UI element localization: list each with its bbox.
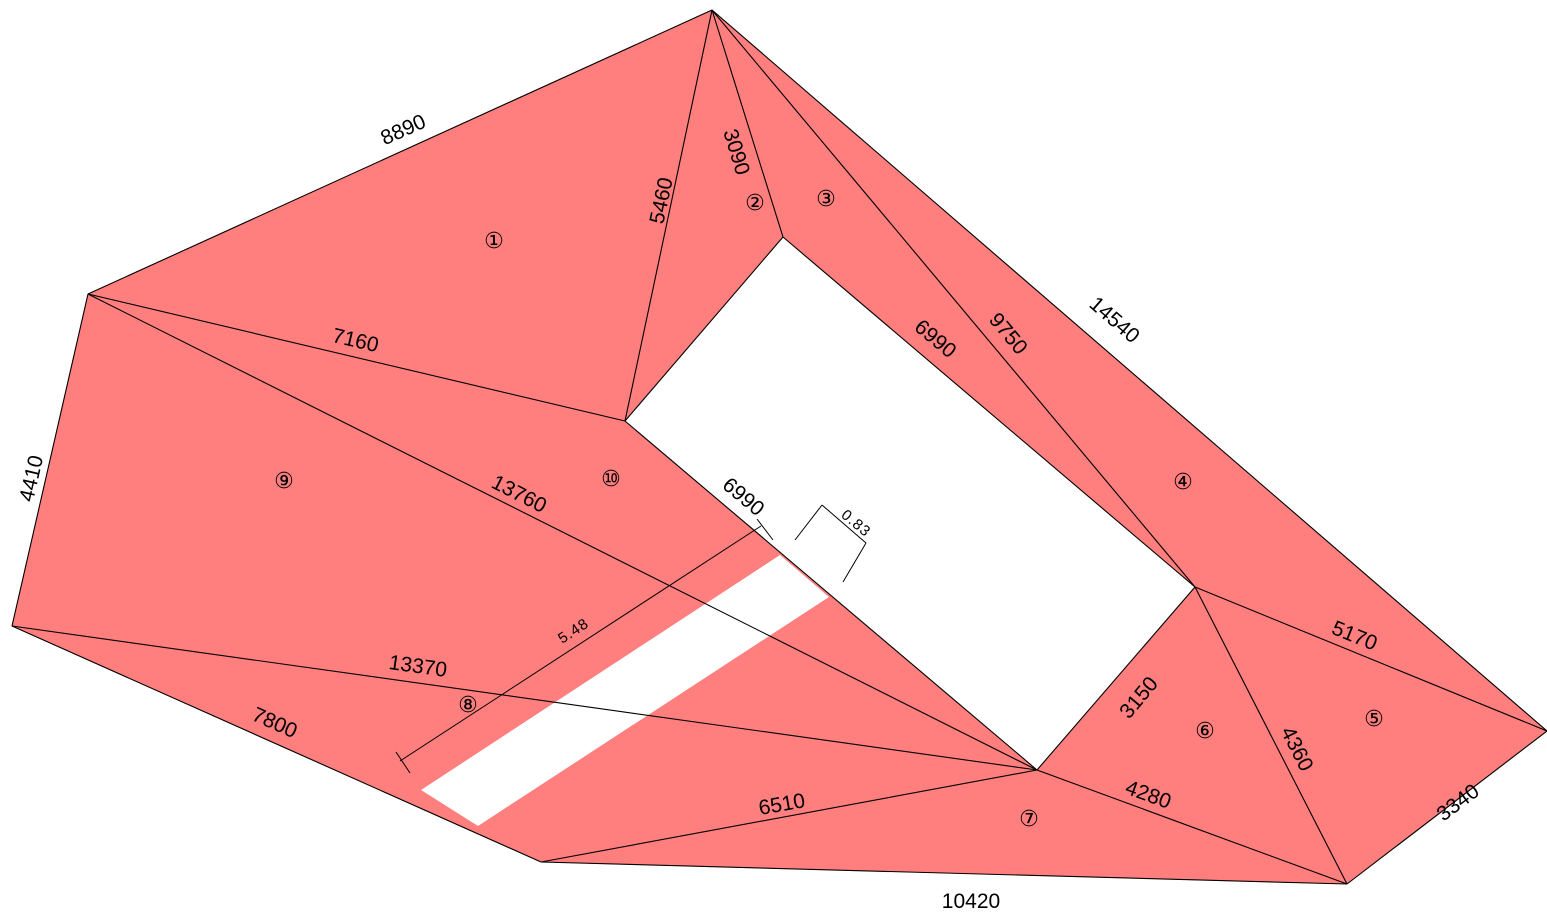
edge-inner-top-left xyxy=(624,236,784,422)
region-label-7: ⑦ xyxy=(1019,807,1039,832)
edge-4280 xyxy=(1036,769,1348,885)
dimension-markers xyxy=(395,504,867,774)
edge-10420 xyxy=(540,861,1348,885)
edge-13370 xyxy=(11,625,1038,771)
edge-5460 xyxy=(624,9,713,422)
gap-ext-right xyxy=(842,542,867,583)
edge-6990-lower xyxy=(624,420,1038,771)
edge-3340 xyxy=(1346,730,1547,885)
slot-length-tick-bottom xyxy=(395,751,411,774)
label-10420: 10420 xyxy=(942,890,1000,913)
region-label-5: ⑤ xyxy=(1364,707,1384,732)
edge-7800 xyxy=(11,625,542,863)
edge-6510 xyxy=(540,769,1038,863)
center-hole xyxy=(625,237,1195,770)
edge-14540 xyxy=(711,9,1547,732)
region-label-8: ⑧ xyxy=(458,693,478,718)
edge-13760 xyxy=(87,293,1038,771)
slot-length-tick-top xyxy=(756,518,774,541)
region-numbers: ① ② ③ ④ ⑤ ⑥ ⑦ ⑧ ⑨ ⑩ xyxy=(274,187,1384,832)
region-label-9: ⑨ xyxy=(274,469,294,494)
region-fills xyxy=(11,9,1547,885)
region-label-3: ③ xyxy=(816,187,836,212)
region-label-4: ④ xyxy=(1173,470,1193,495)
region-label-1: ① xyxy=(484,229,504,254)
region-label-10: ⑩ xyxy=(601,467,621,492)
edges xyxy=(11,9,1547,885)
slot-hole xyxy=(421,555,829,826)
edge-4360 xyxy=(1194,586,1348,885)
edge-6990-upper xyxy=(782,236,1196,588)
edge-3150 xyxy=(1036,586,1196,771)
region-label-2: ② xyxy=(745,191,765,216)
edge-5170 xyxy=(1194,586,1547,732)
edge-4410 xyxy=(11,293,89,627)
gap-dim-line xyxy=(821,504,867,544)
edge-7160 xyxy=(87,293,626,422)
region-label-6: ⑥ xyxy=(1195,719,1215,744)
edge-9750 xyxy=(711,9,1196,588)
slot-length-dim-line xyxy=(399,525,762,762)
edge-8890 xyxy=(87,9,713,295)
edge-3090 xyxy=(711,9,784,238)
gap-ext-left xyxy=(794,504,823,541)
